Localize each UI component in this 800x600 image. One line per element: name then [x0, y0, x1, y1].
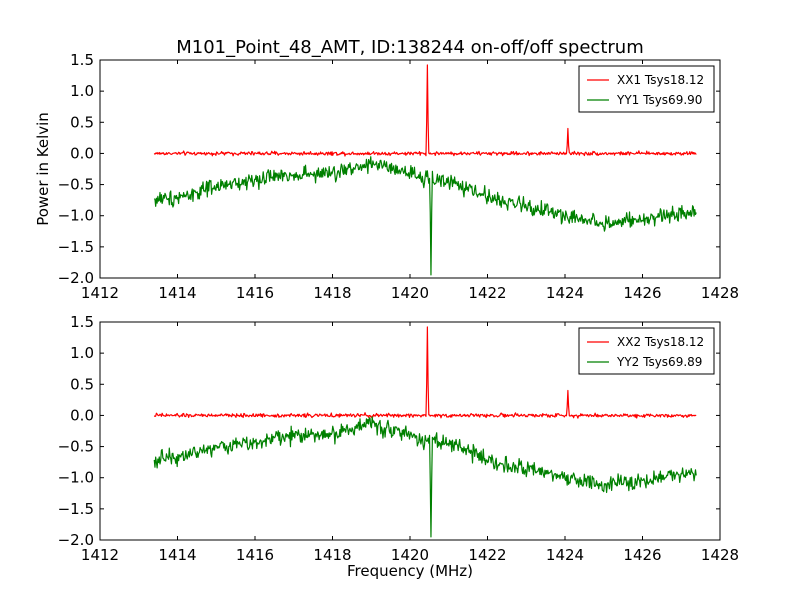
x-tick-label: 1426: [623, 284, 661, 302]
x-tick-label: 1428: [701, 284, 739, 302]
y-tick-label: −1.0: [58, 207, 94, 225]
series-line-xx1: [153, 64, 697, 157]
y-tick-label: 1.0: [70, 344, 94, 362]
bottom-panel: 1412 1414 1416 1418 1420 1422 1424 1426 1428 1.5 1…: [58, 313, 740, 580]
y-tick-label: −1.5: [58, 500, 94, 518]
x-tick-label: 1412: [81, 546, 119, 564]
x-tick-label: 1422: [468, 284, 506, 302]
x-tick-label: 1418: [313, 284, 351, 302]
legend-label: YY2 Tsys69.89: [616, 355, 702, 369]
y-tick-label: −1.0: [58, 469, 94, 487]
legend-label: XX1 Tsys18.12: [617, 73, 704, 87]
legend: XX1 Tsys18.12 YY1 Tsys69.90: [578, 65, 715, 113]
y-tick-label: 1.5: [70, 51, 94, 69]
x-tick-label: 1414: [158, 284, 196, 302]
chart-title: M101_Point_48_AMT, ID:138244 on-off/off …: [176, 37, 643, 58]
y-tick-label: 0.5: [70, 113, 94, 131]
y-tick-label: 1.5: [70, 313, 94, 331]
series-line-yy2: [153, 416, 697, 538]
legend-box: [578, 65, 715, 113]
x-tick-label: 1420: [391, 546, 429, 564]
y-tick-label: 0.0: [70, 144, 94, 162]
y-tick-label: −0.5: [58, 438, 94, 456]
series-line-yy1: [153, 156, 697, 276]
legend-label: XX2 Tsys18.12: [617, 335, 704, 349]
y-axis-label: Power in Kelvin: [34, 112, 52, 226]
x-tick-label: 1424: [546, 284, 584, 302]
x-tick-label: 1424: [546, 546, 584, 564]
top-panel: 1412 1414 1416 1418 1420 1422 1424 1426 1428 1.5 1…: [34, 51, 739, 302]
x-tick-label: 1418: [313, 546, 351, 564]
y-tick-label: 0.0: [70, 406, 94, 424]
series-group: [153, 64, 697, 276]
x-tick-label: 1420: [391, 284, 429, 302]
x-axis-label: Frequency (MHz): [347, 562, 473, 580]
x-tick-label: 1412: [81, 284, 119, 302]
y-tick-label: −0.5: [58, 176, 94, 194]
legend: XX2 Tsys18.12 YY2 Tsys69.89: [578, 327, 715, 375]
x-tick-label: 1414: [158, 546, 196, 564]
x-tick-label: 1428: [701, 546, 739, 564]
x-tick-label: 1416: [236, 284, 274, 302]
y-tick-label: −1.5: [58, 238, 94, 256]
y-tick-label: 1.0: [70, 82, 94, 100]
legend-label: YY1 Tsys69.90: [616, 93, 702, 107]
y-tick-label: −2.0: [58, 269, 94, 287]
x-tick-label: 1416: [236, 546, 274, 564]
series-line-xx2: [153, 326, 697, 419]
y-tick-label: −2.0: [58, 531, 94, 549]
series-group: [153, 326, 697, 538]
legend-box: [578, 327, 715, 375]
x-tick-label: 1422: [468, 546, 506, 564]
y-tick-label: 0.5: [70, 375, 94, 393]
x-tick-label: 1426: [623, 546, 661, 564]
